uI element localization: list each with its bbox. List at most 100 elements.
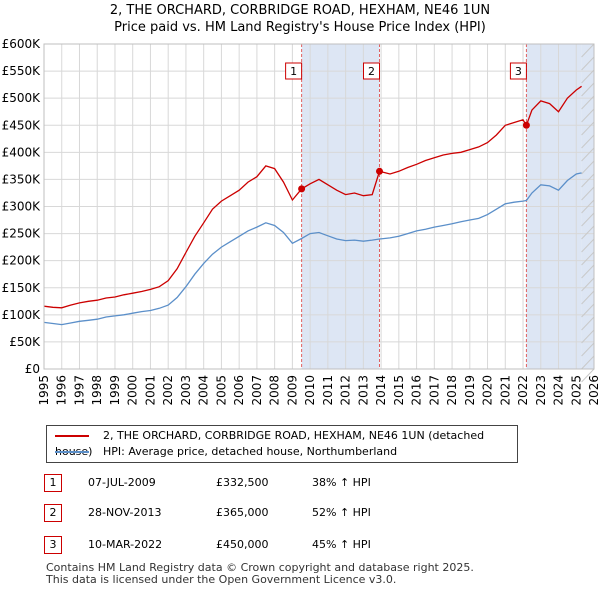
forecast-hatch bbox=[581, 342, 595, 357]
y-tick-label: £0 bbox=[25, 362, 40, 376]
forecast-hatch bbox=[581, 199, 595, 214]
price-chart: 1 2 3 £0 £50K £100K £150K £200K £250K £300K £350K £… bbox=[2, 37, 600, 406]
footer: Contains HM Land Registry data © Crown c… bbox=[46, 562, 474, 586]
sale-price: £365,000 bbox=[216, 506, 269, 519]
x-tick-label: 2026 bbox=[587, 375, 600, 406]
forecast-hatch bbox=[581, 225, 595, 240]
x-tick-label: 2021 bbox=[498, 375, 512, 406]
x-tick-label: 2014 bbox=[374, 375, 388, 406]
x-tick-label: 2008 bbox=[268, 375, 282, 406]
x-tick-label: 2013 bbox=[356, 375, 370, 406]
sale-price: £450,000 bbox=[216, 538, 269, 551]
x-tick-label: 2015 bbox=[392, 375, 406, 406]
y-tick-label: £400K bbox=[2, 145, 42, 159]
y-tick-label: £200K bbox=[2, 254, 42, 268]
forecast-hatch bbox=[581, 121, 595, 136]
forecast-hatch bbox=[581, 329, 595, 344]
x-tick-label: 2020 bbox=[481, 375, 495, 406]
forecast-hatch bbox=[581, 95, 595, 110]
legend-swatch-property bbox=[55, 435, 89, 437]
sale-marker-label: 1 bbox=[290, 65, 297, 78]
y-tick-label: £550K bbox=[2, 64, 42, 78]
x-tick-label: 2001 bbox=[143, 375, 157, 406]
sale-date: 07-JUL-2009 bbox=[88, 476, 156, 489]
chart-title: 2, THE ORCHARD, CORBRIDGE ROAD, HEXHAM, … bbox=[0, 2, 600, 36]
forecast-hatch bbox=[581, 186, 595, 201]
sale-hpi-change: 52% ↑ HPI bbox=[312, 506, 371, 519]
forecast-hatch bbox=[581, 212, 595, 227]
x-tick-label: 1999 bbox=[108, 375, 122, 406]
x-tick-label: 2025 bbox=[569, 375, 583, 406]
x-tick-label: 2006 bbox=[232, 375, 246, 406]
footer-licence: This data is licensed under the Open Gov… bbox=[46, 573, 397, 586]
legend-item-hpi: HPI: Average price, detached house, Nort… bbox=[55, 444, 397, 460]
forecast-hatch bbox=[581, 160, 595, 175]
y-tick-label: £100K bbox=[2, 308, 42, 322]
forecast-hatch bbox=[581, 251, 595, 266]
x-tick-label: 1996 bbox=[55, 375, 69, 406]
x-tick-label: 1998 bbox=[90, 375, 104, 406]
forecast-hatch bbox=[581, 134, 595, 149]
chart-title-line1: 2, THE ORCHARD, CORBRIDGE ROAD, HEXHAM, … bbox=[109, 3, 491, 18]
y-tick-label: £500K bbox=[2, 91, 42, 105]
x-tick-label: 2019 bbox=[463, 375, 477, 406]
sale-marker-label: 2 bbox=[368, 65, 375, 78]
x-tick-label: 2018 bbox=[445, 375, 459, 406]
chart-title-line2: Price paid vs. HM Land Registry's House … bbox=[114, 20, 486, 35]
forecast-hatch bbox=[581, 368, 595, 383]
forecast-hatch bbox=[581, 82, 595, 97]
y-tick-label: £600K bbox=[2, 37, 42, 51]
x-tick-label: 2000 bbox=[126, 375, 140, 406]
sale-point bbox=[376, 167, 383, 175]
legend-swatch-hpi bbox=[55, 451, 89, 453]
sale-row: 3 10-MAR-2022 £450,000 45% ↑ HPI bbox=[44, 536, 444, 554]
x-tick-label: 2002 bbox=[161, 375, 175, 406]
forecast-hatch bbox=[581, 303, 595, 318]
x-tick-label: 2010 bbox=[303, 375, 317, 406]
y-tick-label: £450K bbox=[2, 118, 42, 132]
x-tick-label: 2022 bbox=[516, 375, 530, 406]
sale-point bbox=[522, 121, 530, 129]
forecast-hatch bbox=[581, 56, 595, 71]
sale-hpi-change: 45% ↑ HPI bbox=[312, 538, 371, 551]
sale-marker-box bbox=[363, 62, 380, 80]
y-tick-label: £250K bbox=[2, 227, 42, 241]
sale-number-badge: 3 bbox=[44, 536, 62, 554]
x-tick-label: 2024 bbox=[552, 375, 566, 406]
y-tick-label: £350K bbox=[2, 172, 42, 186]
series-line-hpi bbox=[43, 172, 582, 326]
forecast-hatch bbox=[581, 147, 595, 162]
forecast-hatch bbox=[581, 264, 595, 279]
forecast-hatch bbox=[581, 355, 595, 370]
y-tick-label: £50K bbox=[9, 335, 41, 349]
x-tick-label: 2005 bbox=[214, 375, 228, 406]
sale-number-badge: 2 bbox=[44, 504, 62, 522]
sale-hpi-change: 38% ↑ HPI bbox=[312, 476, 371, 489]
forecast-hatch bbox=[581, 290, 595, 305]
x-tick-label: 2011 bbox=[321, 375, 335, 406]
y-tick-label: £300K bbox=[2, 200, 42, 214]
sale-marker-box bbox=[285, 62, 303, 80]
sale-number-badge: 1 bbox=[44, 474, 62, 492]
x-tick-label: 2012 bbox=[339, 375, 353, 406]
forecast-hatch bbox=[581, 43, 595, 58]
x-tick-label: 1995 bbox=[37, 375, 51, 406]
x-tick-label: 2004 bbox=[197, 375, 211, 406]
x-tick-label: 2007 bbox=[250, 375, 264, 406]
sale-point bbox=[298, 185, 306, 193]
x-tick-label: 2016 bbox=[410, 375, 424, 406]
forecast-hatch bbox=[581, 277, 595, 292]
forecast-hatch bbox=[581, 69, 595, 84]
forecast-hatch bbox=[581, 238, 595, 253]
sale-date: 10-MAR-2022 bbox=[88, 538, 163, 551]
sale-marker-label: 3 bbox=[515, 65, 522, 78]
sale-date: 28-NOV-2013 bbox=[88, 506, 162, 519]
footer-copyright: Contains HM Land Registry data © Crown c… bbox=[46, 561, 474, 574]
x-tick-label: 2017 bbox=[427, 375, 441, 406]
legend: 2, THE ORCHARD, CORBRIDGE ROAD, HEXHAM, … bbox=[46, 425, 518, 463]
legend-item-property: 2, THE ORCHARD, CORBRIDGE ROAD, HEXHAM, … bbox=[55, 428, 517, 458]
legend-label-hpi: HPI: Average price, detached house, Nort… bbox=[103, 445, 398, 458]
x-tick-label: 2023 bbox=[534, 375, 548, 406]
sale-row: 1 07-JUL-2009 £332,500 38% ↑ HPI bbox=[44, 474, 444, 492]
series-line-property bbox=[43, 85, 582, 309]
